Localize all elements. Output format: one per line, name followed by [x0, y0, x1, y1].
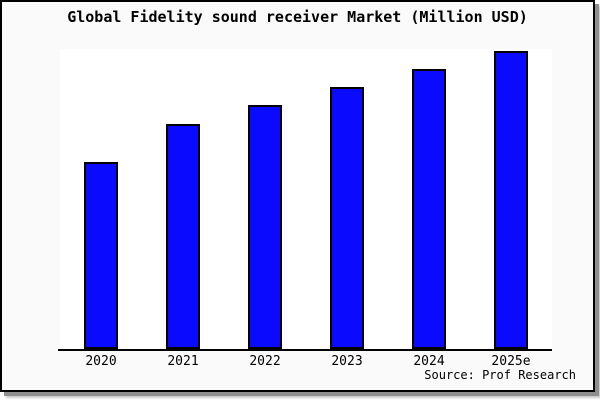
chart-title: Global Fidelity sound receiver Market (M…	[67, 8, 528, 26]
x-tick-label-2025e: 2025e	[491, 354, 531, 369]
bar-2021	[166, 124, 200, 349]
x-tick-label-2022: 2022	[249, 354, 281, 369]
bar-2020	[84, 162, 118, 349]
plot-area	[60, 49, 552, 349]
bar-2025e	[494, 51, 528, 349]
source-credit: Source: Prof Research	[424, 368, 576, 382]
x-tick-label-2023: 2023	[331, 354, 363, 369]
bar-2024	[412, 69, 446, 349]
chart-frame: Global Fidelity sound receiver Market (M…	[0, 0, 595, 392]
x-axis-labels: 2020 2021 2022 2023 2024 2025e	[60, 354, 552, 370]
x-tick-label-2021: 2021	[167, 354, 199, 369]
bar-2023	[330, 87, 364, 349]
x-tick-label-2020: 2020	[85, 354, 117, 369]
x-axis-line	[58, 349, 552, 351]
x-tick-label-2024: 2024	[413, 354, 445, 369]
bar-2022	[248, 105, 282, 349]
